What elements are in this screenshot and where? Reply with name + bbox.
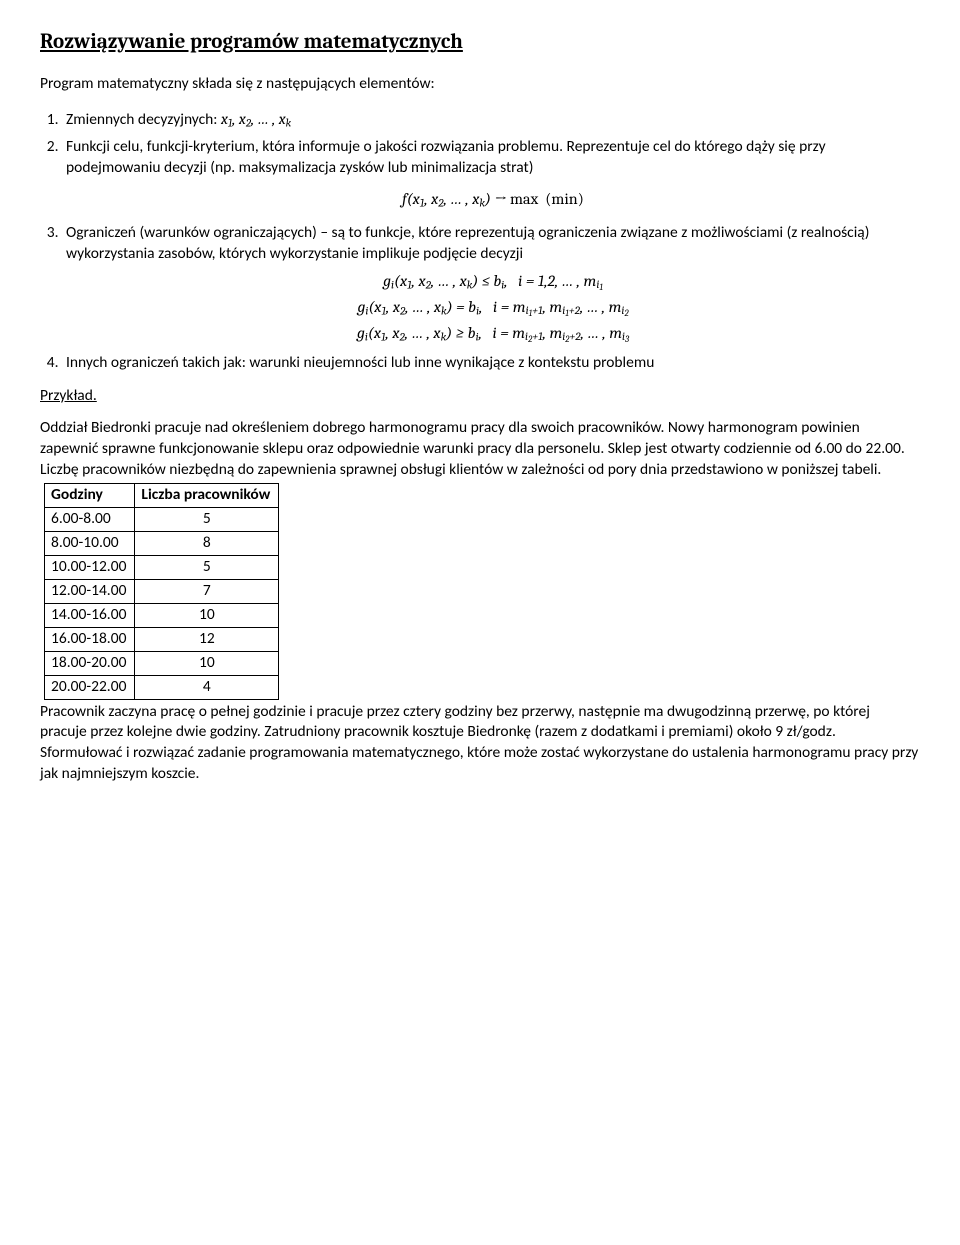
cell-hours: 20.00-22.00 [45, 675, 135, 699]
table-row: 8.00-10.008 [45, 532, 279, 556]
item4-text: Innych ograniczeń takich jak: warunki ni… [66, 353, 654, 372]
table-row: 6.00-8.005 [45, 508, 279, 532]
page-title: Rozwiązywanie programów matematycznych [40, 28, 920, 56]
cell-count: 12 [135, 627, 279, 651]
constraint-formula-1: gi(x1, x2, … , xk) ≤ bi, i = 1,2, … , mi… [66, 271, 920, 295]
cell-count: 4 [135, 675, 279, 699]
cell-count: 10 [135, 651, 279, 675]
cell-hours: 6.00-8.00 [45, 508, 135, 532]
cell-count: 8 [135, 532, 279, 556]
table-row: 20.00-22.004 [45, 675, 279, 699]
table-row: 18.00-20.0010 [45, 651, 279, 675]
table-row: 10.00-12.005 [45, 555, 279, 579]
cell-count: 5 [135, 508, 279, 532]
item2-text: Funkcji celu, funkcji-kryterium, która i… [66, 137, 826, 177]
closing-paragraph-2: Sformułować i rozwiązać zadanie programo… [40, 743, 920, 785]
list-item-2: Funkcji celu, funkcji-kryterium, która i… [62, 137, 920, 211]
table-header-row: Godziny Liczba pracowników [45, 484, 279, 508]
cell-hours: 8.00-10.00 [45, 532, 135, 556]
constraint-formula-2: gi(x1, x2, … , xk) = bi, i = mi1+1, mi1+… [66, 297, 920, 321]
intro-paragraph: Program matematyczny składa się z następ… [40, 74, 920, 95]
table-row: 14.00-16.0010 [45, 603, 279, 627]
item3-text: Ograniczeń (warunków ograniczających) – … [66, 223, 869, 263]
constraint-formula-3: gi(x1, x2, … , xk) ≥ bi, i = mi2+1, mi2+… [66, 323, 920, 347]
table-row: 16.00-18.0012 [45, 627, 279, 651]
objective-formula: f(x1, x2, … , xk) → max (min) [66, 189, 920, 211]
cell-count: 10 [135, 603, 279, 627]
item1-formula: x1, x2, … , xk [221, 110, 291, 129]
document-page: Rozwiązywanie programów matematycznych P… [40, 28, 920, 785]
list-item-4: Innych ograniczeń takich jak: warunki ni… [62, 353, 920, 374]
cell-hours: 18.00-20.00 [45, 651, 135, 675]
cell-hours: 14.00-16.00 [45, 603, 135, 627]
cell-hours: 10.00-12.00 [45, 555, 135, 579]
cell-count: 5 [135, 555, 279, 579]
example-paragraph: Oddział Biedronki pracuje nad określenie… [40, 418, 920, 481]
col-header-hours: Godziny [45, 484, 135, 508]
item1-text: Zmiennych decyzyjnych: [66, 110, 221, 129]
list-item-1: Zmiennych decyzyjnych: x1, x2, … , xk [62, 109, 920, 131]
cell-count: 7 [135, 579, 279, 603]
list-item-3: Ograniczeń (warunków ograniczających) – … [62, 223, 920, 347]
hours-table: Godziny Liczba pracowników 6.00-8.0058.0… [44, 483, 279, 699]
table-row: 12.00-14.007 [45, 579, 279, 603]
cell-hours: 12.00-14.00 [45, 579, 135, 603]
example-label: Przykład. [40, 386, 920, 407]
main-list: Zmiennych decyzyjnych: x1, x2, … , xk Fu… [62, 109, 920, 373]
col-header-count: Liczba pracowników [135, 484, 279, 508]
closing-paragraph-1: Pracownik zaczyna pracę o pełnej godzini… [40, 702, 920, 744]
table-body: 6.00-8.0058.00-10.00810.00-12.00512.00-1… [45, 508, 279, 699]
cell-hours: 16.00-18.00 [45, 627, 135, 651]
